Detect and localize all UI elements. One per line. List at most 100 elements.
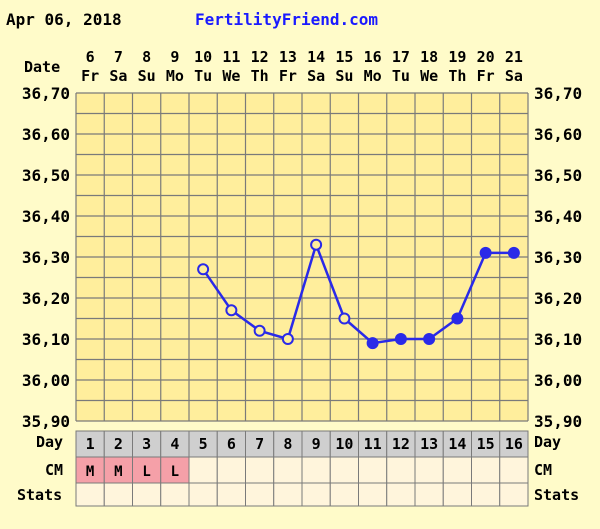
stats-cell	[386, 482, 416, 507]
date-label: 16	[364, 48, 382, 66]
temperature-point-open[interactable]	[225, 304, 238, 317]
stats-cell	[471, 482, 501, 507]
cycle-day-label: 11	[364, 435, 382, 453]
weekday-label: We	[222, 67, 240, 85]
date-row-label: Date	[24, 58, 60, 76]
y-tick-label-left: 36,30	[22, 248, 70, 267]
y-tick-label-left: 36,60	[22, 125, 70, 144]
temperature-point-open[interactable]	[338, 312, 351, 325]
y-axis-left: 36,70 36,60 36,50 36,40 36,30 36,20 36,10 36,00…	[22, 84, 70, 431]
date-label: 7	[114, 48, 123, 66]
bottom-rows: 1 M 2 M 3 L 4 L 5 6 7 8 9 10 11 12 13 14 15 16	[75, 430, 529, 507]
cm-cell	[132, 456, 162, 484]
cm-code: L	[171, 464, 179, 480]
weekday-label: Tu	[194, 67, 212, 85]
weekday-label: Su	[138, 67, 156, 85]
stats-cell	[103, 482, 133, 507]
cm-cell	[216, 456, 246, 484]
weekday-label: Th	[448, 67, 466, 85]
y-tick-label-right: 36,70	[534, 84, 582, 103]
temperature-point-filled[interactable]	[366, 337, 379, 350]
chart-date: Apr 06, 2018	[6, 10, 122, 29]
weekday-label: Sa	[109, 67, 127, 85]
cm-cell	[358, 456, 388, 484]
weekday-label: Su	[335, 67, 353, 85]
temperature-point-filled[interactable]	[423, 333, 436, 345]
date-label: 14	[307, 48, 325, 66]
date-label: 11	[222, 48, 240, 66]
temperature-point-open[interactable]	[197, 263, 210, 276]
date-label: 12	[251, 48, 269, 66]
temperature-point-open[interactable]	[253, 324, 266, 337]
weekday-label: Fr	[477, 67, 495, 85]
y-tick-label-right: 36,00	[534, 371, 582, 390]
stats-cell	[329, 482, 359, 507]
cm-row-label-right: CM	[534, 461, 552, 479]
cm-cell	[273, 456, 303, 484]
temperature-series	[197, 238, 520, 350]
y-tick-label-left: 36,00	[22, 371, 70, 390]
cm-cell	[301, 456, 331, 484]
y-axis-right: 36,70 36,60 36,50 36,40 36,30 36,20 36,10 36,00…	[534, 84, 582, 431]
stats-cell	[245, 482, 275, 507]
stats-row-label-left: Stats	[17, 486, 62, 504]
cm-cell	[329, 456, 359, 484]
date-label: 8	[142, 48, 151, 66]
temperature-point-open[interactable]	[310, 238, 323, 251]
cycle-day-label: 13	[420, 435, 438, 453]
y-tick-label-left: 36,50	[22, 166, 70, 185]
cycle-day-label: 5	[199, 435, 208, 453]
temperature-point-filled[interactable]	[394, 333, 407, 345]
cycle-day-label: 12	[392, 435, 410, 453]
stats-cell	[499, 482, 529, 507]
cycle-day-label: 10	[335, 435, 353, 453]
stats-cell	[273, 482, 303, 507]
weekday-label: Mo	[364, 67, 382, 85]
site-name[interactable]: FertilityFriend.com	[195, 10, 378, 29]
y-tick-label-right: 36,10	[534, 330, 582, 349]
y-tick-label-right: 35,90	[534, 412, 582, 431]
day-cell	[471, 430, 501, 458]
temperature-point-filled[interactable]	[451, 312, 464, 325]
cycle-day-label: 7	[255, 435, 264, 453]
y-tick-label-right: 36,20	[534, 289, 582, 308]
stats-cell	[442, 482, 472, 507]
y-tick-label-left: 35,90	[22, 412, 70, 431]
cm-cell	[414, 456, 444, 484]
stats-cell	[75, 482, 105, 507]
cm-cell	[188, 456, 218, 484]
day-cell	[216, 430, 246, 458]
temperature-point-filled[interactable]	[479, 246, 492, 259]
y-tick-label-right: 36,60	[534, 125, 582, 144]
weekday-label: We	[420, 67, 438, 85]
cm-cell	[442, 456, 472, 484]
temperature-point-filled[interactable]	[507, 246, 520, 259]
cycle-day-label: 9	[312, 435, 321, 453]
cycle-day-label: 1	[86, 435, 95, 453]
date-label: 13	[279, 48, 297, 66]
weekday-label: Th	[251, 67, 269, 85]
day-cell	[499, 430, 529, 458]
y-tick-label-left: 36,70	[22, 84, 70, 103]
day-cell	[358, 430, 388, 458]
grid-lines	[75, 92, 529, 422]
day-row-label-right: Day	[534, 433, 561, 451]
cm-code: M	[114, 464, 122, 480]
temperature-point-open[interactable]	[281, 333, 294, 345]
weekday-label: Fr	[279, 67, 297, 85]
stats-cell	[188, 482, 218, 507]
stats-cell	[301, 482, 331, 507]
y-tick-label-left: 36,20	[22, 289, 70, 308]
date-label: 20	[477, 48, 495, 66]
cm-row-label-left: CM	[45, 461, 63, 479]
stats-cell	[216, 482, 246, 507]
day-cell	[245, 430, 275, 458]
cm-cell	[386, 456, 416, 484]
y-tick-label-right: 36,40	[534, 207, 582, 226]
cm-cell	[245, 456, 275, 484]
date-label: 10	[194, 48, 212, 66]
date-label: 17	[392, 48, 410, 66]
y-tick-label-left: 36,40	[22, 207, 70, 226]
date-label: 9	[170, 48, 179, 66]
y-tick-label-right: 36,30	[534, 248, 582, 267]
